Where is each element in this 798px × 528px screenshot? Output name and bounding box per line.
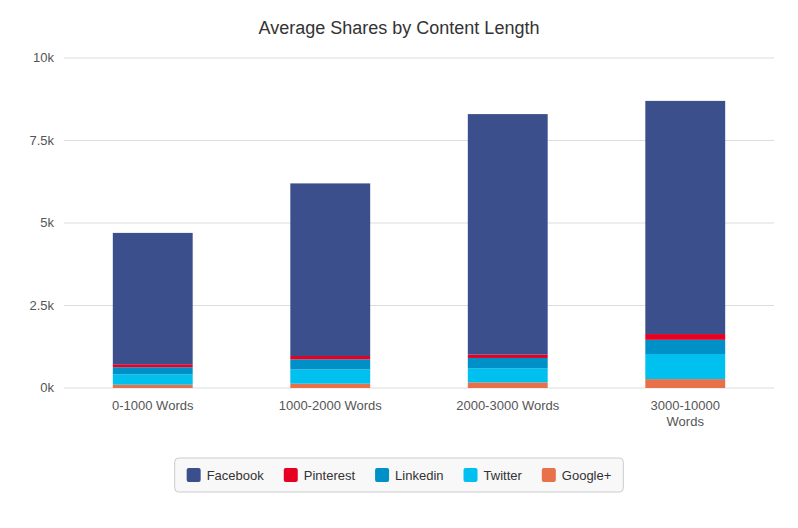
bar-segment — [468, 358, 548, 368]
bar-segment — [468, 355, 548, 358]
chart: Average Shares by Content Length 0k 2.5k 5k… — [0, 0, 798, 528]
bar-segment — [113, 364, 193, 367]
y-tick-label: 0k — [40, 380, 54, 395]
legend-label: Facebook — [207, 468, 265, 483]
bar-segment — [468, 114, 548, 355]
bar-segment — [290, 370, 370, 384]
x-tick-label: 0-1000 Words — [112, 398, 194, 413]
legend-swatch — [187, 468, 201, 482]
bar-segment — [645, 379, 725, 388]
legend-swatch — [284, 468, 298, 482]
x-tick-label-line: 0-1000 Words — [112, 398, 194, 413]
bar-segment — [290, 356, 370, 359]
legend-label: Google+ — [562, 468, 612, 483]
bar-segment — [645, 340, 725, 354]
y-tick-label: 7.5k — [29, 133, 54, 148]
bar-segment — [113, 385, 193, 388]
x-tick-label: 3000-10000Words — [651, 398, 720, 429]
legend-swatch — [375, 468, 389, 482]
grid-line — [64, 58, 774, 59]
y-tick-label: 2.5k — [29, 298, 54, 313]
x-tick-label: 2000-3000 Words — [456, 398, 560, 413]
title: Average Shares by Content Length — [259, 18, 540, 38]
x-tick-label-line: 2000-3000 Words — [456, 398, 560, 413]
bar-segment — [290, 183, 370, 356]
bars — [113, 101, 725, 388]
legend-swatch — [542, 468, 556, 482]
legend-label: Pinterest — [304, 468, 356, 483]
background — [0, 0, 798, 528]
y-tick-label: 10k — [33, 50, 54, 65]
legend-label: Twitter — [484, 468, 523, 483]
page: {"chart_data": {"type": "bar", "title": … — [0, 0, 798, 528]
bar-segment — [468, 368, 548, 382]
bar-segment — [645, 354, 725, 379]
legend: Facebook Pinterest Linkedin Twitter Google+ — [175, 458, 624, 492]
bar-segment — [290, 359, 370, 369]
grid — [64, 58, 774, 388]
bar-segment — [113, 374, 193, 384]
legend-swatch — [464, 468, 478, 482]
bar-segment — [645, 334, 725, 340]
bar-segment — [290, 384, 370, 388]
bar-segment — [113, 367, 193, 374]
bar-segment — [645, 101, 725, 334]
x-tick-label-line: 1000-2000 Words — [279, 398, 383, 413]
bar-segment — [468, 382, 548, 388]
bar-segment — [113, 233, 193, 364]
x-tick-label: 1000-2000 Words — [279, 398, 383, 413]
x-tick-label-line: 3000-10000 — [651, 398, 720, 413]
legend-frame — [175, 458, 624, 492]
legend-label: Linkedin — [395, 468, 443, 483]
y-tick-label: 5k — [40, 215, 54, 230]
x-tick-label-line: Words — [667, 414, 705, 429]
